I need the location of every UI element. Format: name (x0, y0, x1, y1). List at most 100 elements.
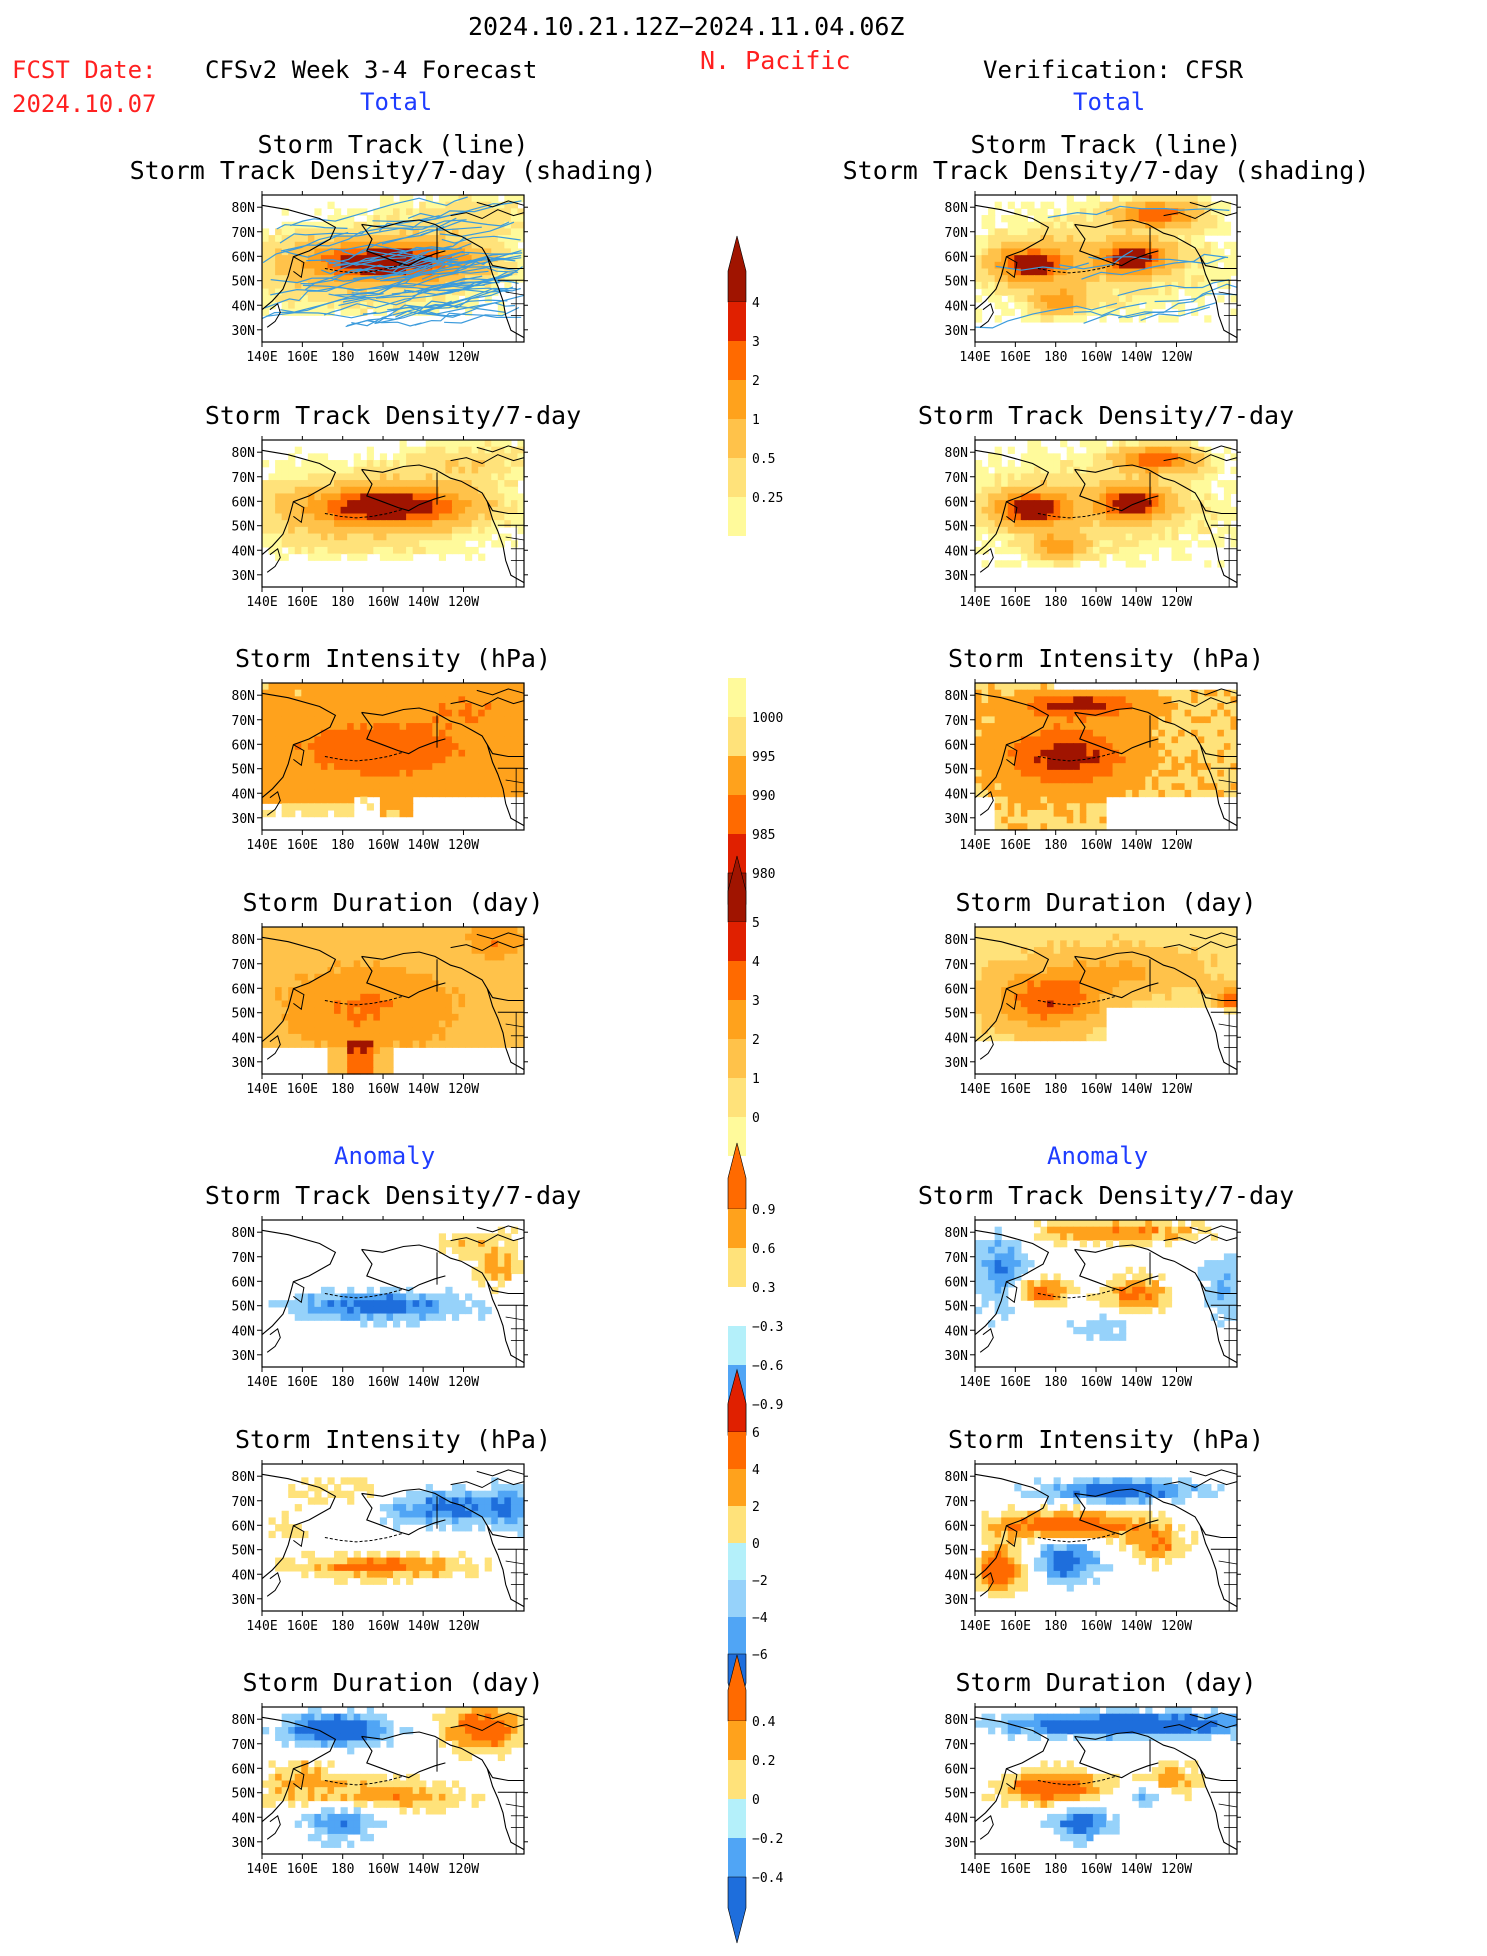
lon-tick-label: 160W (367, 1862, 398, 1877)
lat-tick-label: 30N (945, 1056, 968, 1071)
lat-tick-label: 40N (232, 1324, 255, 1339)
lat-tick-label: 80N (232, 1470, 255, 1485)
lon-tick-label: 160W (367, 350, 398, 365)
lon-tick-label: 160W (1080, 838, 1111, 853)
panel-title: Storm Track (line) (143, 130, 643, 159)
lat-tick-label: 30N (232, 1349, 255, 1364)
colorbar-label: 1000 (752, 711, 783, 726)
panel-title: Storm Duration (day) (143, 888, 643, 917)
lat-tick-label: 40N (232, 1031, 255, 1046)
colorbar-label: 3 (752, 335, 760, 350)
panel-title: Storm Track Density/7-day (856, 401, 1356, 430)
lat-tick-label: 60N (232, 250, 255, 265)
lon-tick-label: 120W (448, 1619, 479, 1634)
region-title: N. Pacific (700, 46, 851, 75)
colorbar-label: 0 (752, 1537, 760, 1552)
lon-tick-label: 140W (407, 1375, 438, 1390)
lat-tick-label: 40N (945, 544, 968, 559)
lon-tick-label: 140E (246, 1082, 277, 1097)
cb-duration-anom: 0.40.20−0.2−0.4 (718, 1642, 808, 1956)
lat-tick-label: 60N (945, 1519, 968, 1534)
lon-tick-label: 140E (959, 350, 990, 365)
lat-tick-label: 50N (945, 1787, 968, 1802)
colorbar-swatch (728, 1580, 746, 1617)
colorbar-label: −0.3 (752, 1320, 783, 1335)
lat-tick-label: 70N (232, 958, 255, 973)
lat-tick-label: 50N (232, 763, 255, 778)
colorbar-label: 4 (752, 1463, 760, 1478)
colorbar-label: 2 (752, 1033, 760, 1048)
lon-tick-label: 140W (407, 838, 438, 853)
lat-tick-label: 50N (945, 1544, 968, 1559)
lon-tick-label: 180 (1044, 1619, 1067, 1634)
panel-title: Storm Duration (day) (856, 888, 1356, 917)
lat-tick-label: 60N (945, 1275, 968, 1290)
colorbar-swatch (728, 302, 746, 341)
colorbar-label: 1 (752, 1072, 760, 1087)
fcst-date-label: FCST Date: (12, 56, 157, 84)
colorbar-label: −0.2 (752, 1832, 783, 1847)
lat-tick-label: 60N (232, 738, 255, 753)
fcst-date-value: 2024.10.07 (12, 90, 157, 118)
colorbar-label: 0.6 (752, 1242, 775, 1257)
lat-tick-label: 80N (945, 689, 968, 704)
lat-tick-label: 70N (232, 1495, 255, 1510)
lat-tick-label: 40N (232, 299, 255, 314)
lat-tick-label: 40N (945, 1811, 968, 1826)
lat-tick-label: 40N (945, 299, 968, 314)
lon-tick-label: 140E (959, 1862, 990, 1877)
lat-tick-label: 60N (945, 982, 968, 997)
lon-tick-label: 120W (1161, 595, 1192, 610)
colorbar-label: 0.5 (752, 452, 775, 467)
colorbar-swatch (728, 341, 746, 380)
lon-tick-label: 160E (287, 1619, 318, 1634)
lat-tick-label: 30N (945, 1349, 968, 1364)
colorbar-swatch (728, 1209, 746, 1248)
lon-tick-label: 140E (246, 1862, 277, 1877)
colorbar-label: 1 (752, 413, 760, 428)
colorbar-swatch (728, 922, 746, 961)
lat-tick-label: 30N (232, 1836, 255, 1851)
lon-tick-label: 140E (959, 1619, 990, 1634)
colorbar-swatch (728, 1000, 746, 1039)
lat-tick-label: 70N (945, 1495, 968, 1510)
lon-tick-label: 160E (287, 1375, 318, 1390)
colorbar-label: 5 (752, 916, 760, 931)
lon-tick-label: 180 (1044, 350, 1067, 365)
lat-tick-label: 70N (945, 226, 968, 241)
colorbar-label: 3 (752, 994, 760, 1009)
lat-tick-label: 50N (945, 1007, 968, 1022)
lat-tick-label: 80N (945, 201, 968, 216)
panel-title: Storm Track Density/7-day (856, 1181, 1356, 1210)
colorbar-label: 2 (752, 1500, 760, 1515)
colorbar-arrow (728, 1143, 746, 1209)
lon-tick-label: 160E (1000, 838, 1031, 853)
colorbar-label: 0.4 (752, 1715, 776, 1730)
colorbar-swatch (728, 1838, 746, 1877)
lat-tick-label: 60N (945, 738, 968, 753)
lat-tick-label: 30N (232, 812, 255, 827)
lat-tick-label: 30N (945, 569, 968, 584)
lat-tick-label: 40N (945, 1031, 968, 1046)
lon-tick-label: 120W (448, 838, 479, 853)
lat-tick-label: 60N (232, 1519, 255, 1534)
lon-tick-label: 160E (287, 838, 318, 853)
lat-tick-label: 40N (232, 787, 255, 802)
panel-title: Storm Intensity (hPa) (856, 1425, 1356, 1454)
lon-tick-label: 160E (287, 1862, 318, 1877)
lat-tick-label: 60N (945, 495, 968, 510)
lat-tick-label: 80N (232, 1226, 255, 1241)
lon-tick-label: 160E (287, 595, 318, 610)
lat-tick-label: 70N (232, 1251, 255, 1266)
lat-tick-label: 60N (945, 250, 968, 265)
